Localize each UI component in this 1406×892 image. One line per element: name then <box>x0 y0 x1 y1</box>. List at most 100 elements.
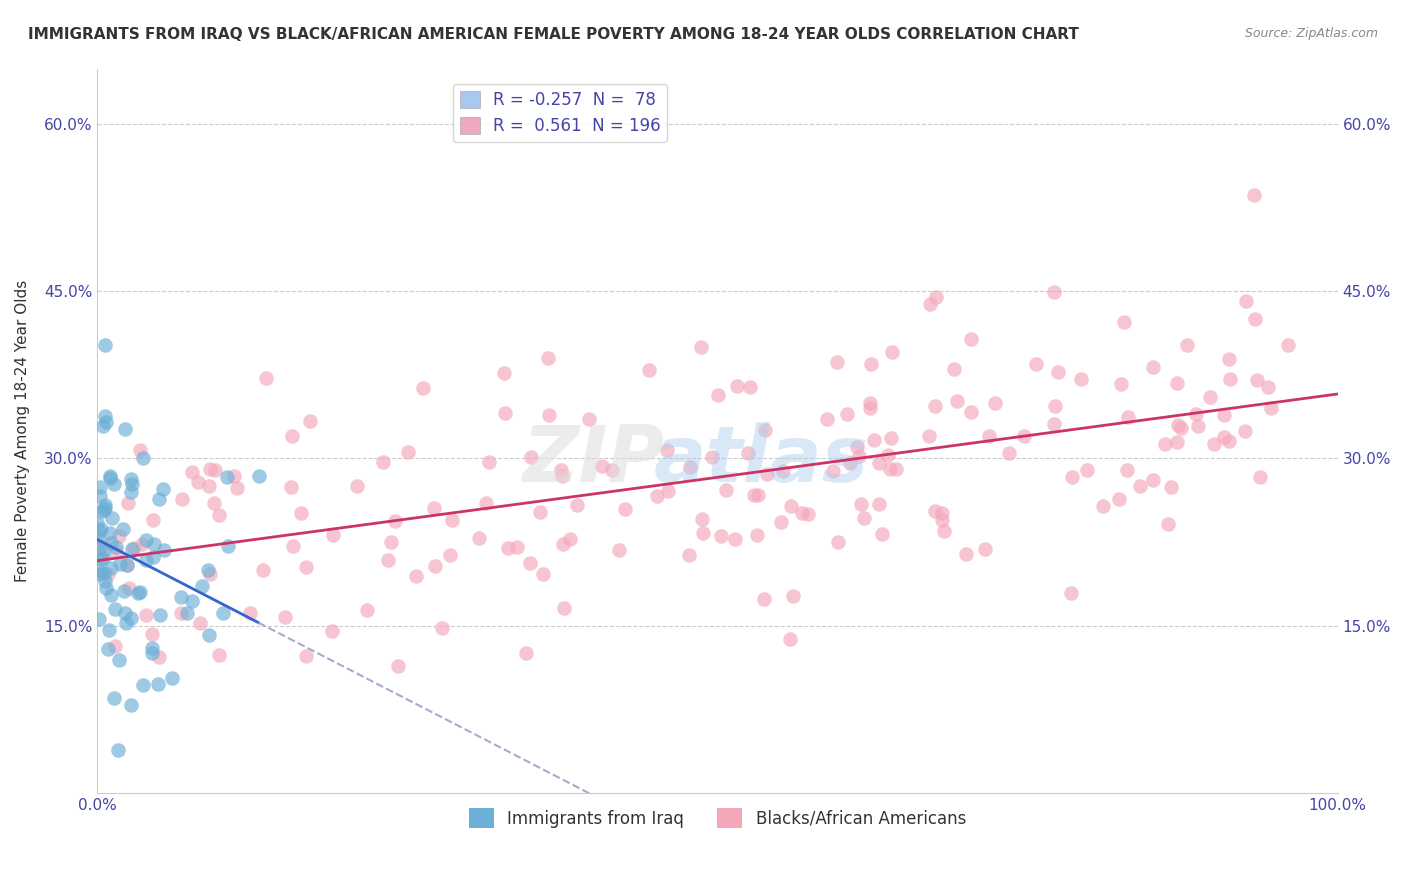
Point <box>1108 491 1130 506</box>
Point <box>222 468 245 483</box>
Point <box>823 464 845 478</box>
Point <box>529 505 551 519</box>
Point <box>89 612 111 626</box>
Point <box>917 428 939 442</box>
Point <box>94 498 117 512</box>
Point <box>1092 499 1115 513</box>
Point <box>475 496 498 510</box>
Point <box>1153 437 1175 451</box>
Point <box>877 448 900 462</box>
Point <box>960 332 983 346</box>
Point <box>1043 399 1066 413</box>
Point <box>884 462 907 476</box>
Point <box>1142 473 1164 487</box>
Point <box>239 606 262 620</box>
Point <box>740 380 762 394</box>
Point <box>578 412 600 426</box>
Point <box>211 607 233 621</box>
Point <box>1166 434 1188 449</box>
Text: IMMIGRANTS FROM IRAQ VS BLACK/AFRICAN AMERICAN FEMALE POVERTY AMONG 18-24 YEAR O: IMMIGRANTS FROM IRAQ VS BLACK/AFRICAN AM… <box>28 27 1078 42</box>
Point <box>863 433 886 447</box>
Point <box>853 510 876 524</box>
Point <box>322 528 344 542</box>
Point <box>614 502 637 516</box>
Text: ZIP: ZIP <box>522 422 665 498</box>
Point <box>1116 410 1139 425</box>
Point <box>747 528 769 542</box>
Point <box>252 562 274 576</box>
Point <box>100 560 122 574</box>
Point <box>111 522 134 536</box>
Point <box>225 481 247 495</box>
Point <box>187 475 209 490</box>
Point <box>384 514 406 528</box>
Point <box>423 558 446 573</box>
Point <box>827 534 849 549</box>
Point <box>1167 418 1189 433</box>
Point <box>1243 188 1265 202</box>
Point <box>135 533 157 548</box>
Point <box>440 513 463 527</box>
Point <box>120 472 142 486</box>
Point <box>496 541 519 555</box>
Point <box>198 628 221 642</box>
Point <box>160 671 183 685</box>
Text: Source: ZipAtlas.com: Source: ZipAtlas.com <box>1244 27 1378 40</box>
Point <box>955 547 977 561</box>
Point <box>825 354 848 368</box>
Point <box>851 497 873 511</box>
Point <box>122 541 145 556</box>
Point <box>190 579 212 593</box>
Point <box>115 615 138 630</box>
Point <box>531 566 554 581</box>
Point <box>1012 429 1035 443</box>
Point <box>977 429 1000 443</box>
Point <box>839 456 862 470</box>
Point <box>170 606 193 620</box>
Point <box>202 496 225 510</box>
Point <box>1249 470 1271 484</box>
Point <box>283 539 305 553</box>
Point <box>797 507 820 521</box>
Point <box>1175 338 1198 352</box>
Point <box>294 649 316 664</box>
Point <box>943 362 966 376</box>
Point <box>1198 390 1220 404</box>
Point <box>135 608 157 623</box>
Point <box>180 465 202 479</box>
Text: atlas: atlas <box>654 422 869 498</box>
Point <box>754 591 776 606</box>
Point <box>1187 419 1209 434</box>
Point <box>918 297 941 311</box>
Point <box>946 393 969 408</box>
Point <box>1170 421 1192 435</box>
Point <box>1218 351 1240 366</box>
Point <box>1157 516 1180 531</box>
Point <box>142 550 165 565</box>
Point <box>103 639 125 653</box>
Point <box>756 467 779 481</box>
Point <box>114 422 136 436</box>
Point <box>290 506 312 520</box>
Point <box>690 512 713 526</box>
Point <box>880 344 903 359</box>
Point <box>1246 373 1268 387</box>
Point <box>689 340 711 354</box>
Point <box>148 650 170 665</box>
Point <box>423 501 446 516</box>
Point <box>93 542 115 557</box>
Point <box>924 399 946 413</box>
Point <box>880 431 903 445</box>
Point <box>274 610 297 624</box>
Point <box>94 415 117 429</box>
Point <box>932 524 955 538</box>
Point <box>790 506 813 520</box>
Point <box>108 558 131 572</box>
Point <box>655 443 678 458</box>
Point <box>103 477 125 491</box>
Legend: Immigrants from Iraq, Blacks/African Americans: Immigrants from Iraq, Blacks/African Ame… <box>463 801 973 835</box>
Point <box>780 499 803 513</box>
Point <box>550 463 572 477</box>
Point <box>515 646 537 660</box>
Point <box>121 477 143 491</box>
